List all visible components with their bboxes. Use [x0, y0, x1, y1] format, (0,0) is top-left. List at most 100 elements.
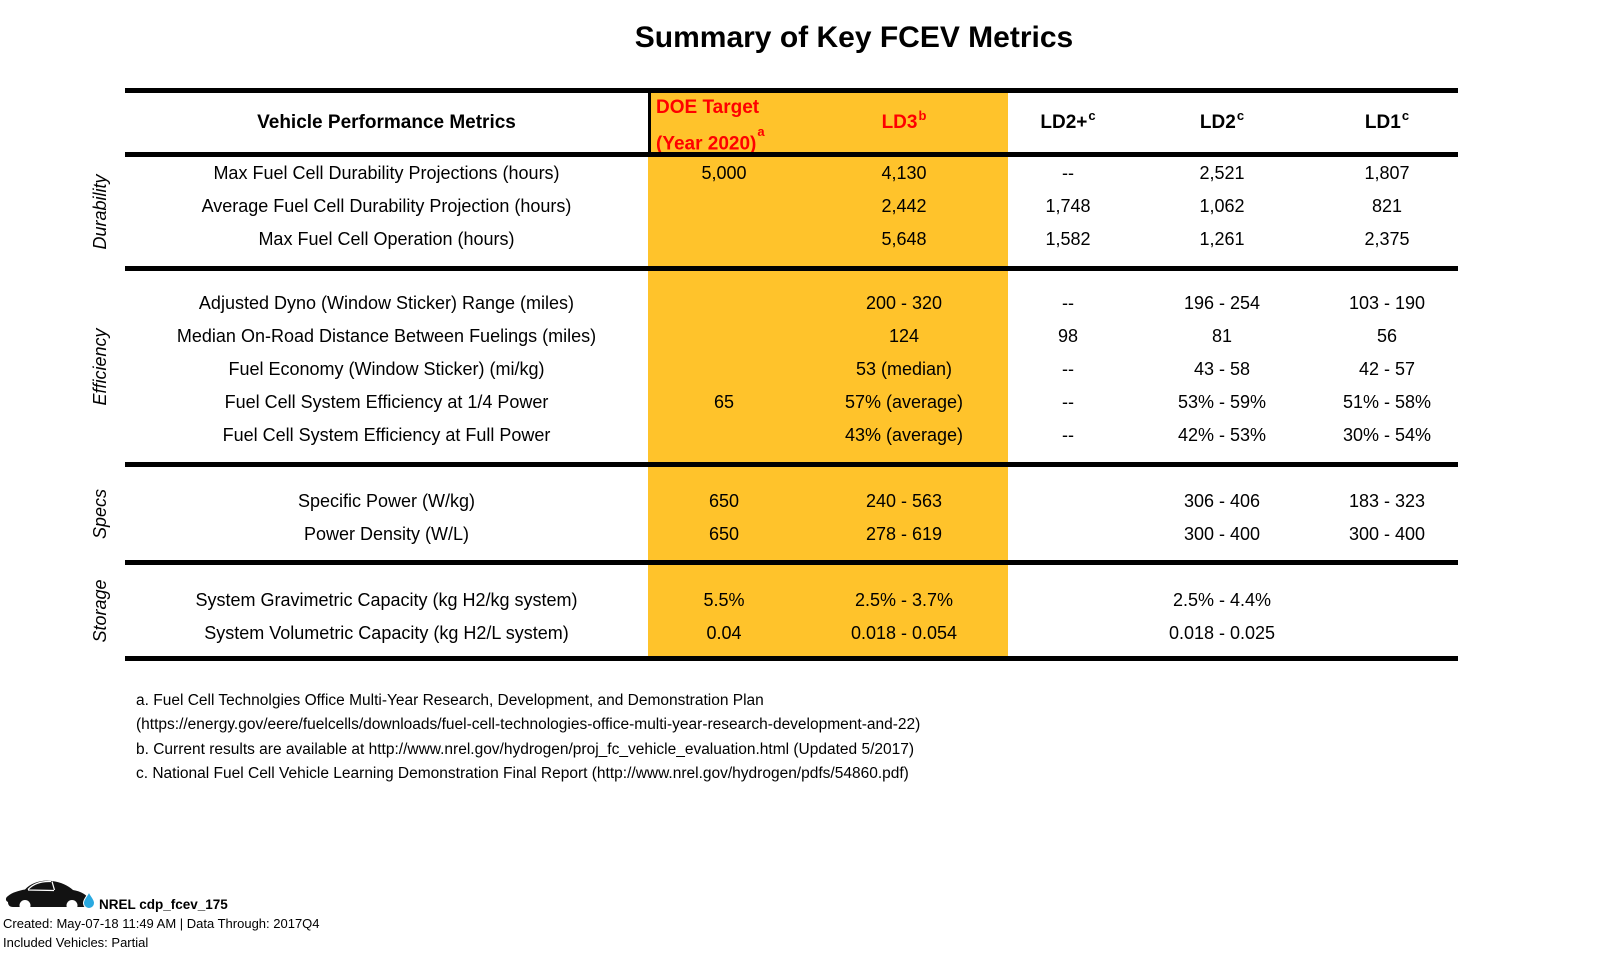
car-body: [5, 880, 90, 907]
metric-label: Adjusted Dyno (Window Sticker) Range (mi…: [198, 293, 575, 313]
cell-value: [648, 223, 800, 256]
cell-value: 4,130: [881, 163, 927, 183]
ld1-label: LD1: [1364, 111, 1401, 133]
doe-target-line2: (Year 2020): [656, 132, 757, 154]
cell-value: 2,442: [881, 196, 927, 216]
cell-value: 43% (average): [844, 425, 964, 445]
cell-value: 124: [888, 326, 920, 346]
metric-label: System Volumetric Capacity (kg H2/L syst…: [204, 623, 569, 643]
cell-value: 200 - 320: [865, 293, 943, 313]
table-row: Fuel Cell System Efficiency at Full Powe…: [125, 419, 1458, 452]
table-rule-header: [125, 152, 1458, 157]
cell-value: 0.018 - 0.054: [850, 623, 958, 643]
cell-value: --: [1062, 163, 1074, 183]
table-rule-top: [125, 88, 1458, 93]
footnote-ref-c: c: [1236, 108, 1245, 123]
section-specs: Specific Power (W/kg) 650 240 - 563 306 - 4…: [125, 467, 1458, 565]
cell-value: --: [1062, 293, 1074, 313]
cell-value: [648, 190, 800, 223]
cell-value: --: [1062, 392, 1074, 412]
cell-value: 650: [708, 491, 740, 511]
footnote-a: a. Fuel Cell Technolgies Office Multi-Ye…: [136, 692, 764, 709]
cell-value: 2.5% - 4.4%: [1172, 590, 1272, 610]
cell-value: 821: [1371, 196, 1403, 216]
table-row: Fuel Cell System Efficiency at 1/4 Power…: [125, 386, 1458, 419]
cell-value: 2,521: [1199, 163, 1245, 183]
cell-value: [1008, 485, 1128, 518]
metric-label: Max Fuel Cell Durability Projections (ho…: [213, 163, 560, 183]
metric-label: Fuel Cell System Efficiency at 1/4 Power: [224, 392, 549, 412]
cell-value: [1008, 617, 1128, 650]
cell-value: 43 - 58: [1193, 359, 1251, 379]
cell-value: 1,582: [1045, 229, 1091, 249]
footnote-ref-c: c: [1401, 108, 1410, 123]
cell-value: 53% - 59%: [1177, 392, 1267, 412]
page-title: Summary of Key FCEV Metrics: [634, 21, 1074, 54]
cell-value: 240 - 563: [865, 491, 943, 511]
column-header-ld1: LD1 c: [1316, 93, 1458, 152]
cell-value: 81: [1211, 326, 1233, 346]
cell-value: 300 - 400: [1348, 524, 1426, 544]
table-row: Adjusted Dyno (Window Sticker) Range (mi…: [125, 287, 1458, 320]
ld3-label: LD3: [881, 111, 918, 133]
fcev-car-icon: [5, 880, 96, 911]
cell-value: 1,748: [1045, 196, 1091, 216]
doe-target-line1: DOE Target: [656, 97, 760, 118]
table-row: Average Fuel Cell Durability Projection …: [125, 190, 1458, 223]
cell-value: 196 - 254: [1183, 293, 1261, 313]
cell-value: --: [1062, 425, 1074, 445]
section-durability: Max Fuel Cell Durability Projections (ho…: [125, 157, 1458, 271]
cell-value: 2,375: [1364, 229, 1410, 249]
footnote-b: b. Current results are available at http…: [136, 740, 915, 758]
cell-value: 65: [713, 392, 735, 412]
cell-value: 5.5%: [703, 590, 745, 610]
footnotes: a. Fuel Cell Technolgies Office Multi-Ye…: [136, 689, 920, 786]
cell-value: [648, 287, 800, 320]
column-header-ld2: LD2 c: [1128, 93, 1316, 152]
product-id: NREL cdp_fcev_175: [99, 897, 228, 912]
ld2-label: LD2: [1199, 111, 1236, 133]
table-header-row: Vehicle Performance Metrics DOE Target (…: [125, 93, 1458, 154]
cell-value: [1008, 584, 1128, 617]
section-label-storage: Storage: [89, 579, 110, 643]
column-header-ld3: LD3 b: [800, 93, 1008, 152]
cell-value: --: [1062, 359, 1074, 379]
cell-value: 2.5% - 3.7%: [854, 590, 954, 610]
metric-label: Median On-Road Distance Between Fuelings…: [176, 326, 597, 346]
cell-value: 278 - 619: [865, 524, 943, 544]
car-front-wheel: [19, 900, 31, 911]
car-rear-wheel: [66, 900, 78, 911]
included-vehicles: Included Vehicles: Partial: [3, 935, 149, 950]
cell-value: 42% - 53%: [1177, 425, 1267, 445]
metric-label: Fuel Cell System Efficiency at Full Powe…: [222, 425, 551, 445]
table-row: Max Fuel Cell Operation (hours) 5,648 1,58…: [125, 223, 1458, 256]
cell-value: [648, 320, 800, 353]
cell-value: 98: [1057, 326, 1079, 346]
cell-value: 53 (median): [855, 359, 953, 379]
footnote-ref-c: c: [1088, 108, 1096, 123]
cell-value: 300 - 400: [1183, 524, 1261, 544]
footnote-a-url: (https://energy.gov/eere/fuelcells/downl…: [136, 716, 921, 734]
cell-value: 57% (average): [844, 392, 964, 412]
table-row: Fuel Economy (Window Sticker) (mi/kg) 53 …: [125, 353, 1458, 386]
created-data-through: Created: May-07-18 11:49 AM | Data Throu…: [3, 916, 320, 931]
table-row: Max Fuel Cell Durability Projections (ho…: [125, 157, 1458, 190]
section-storage: System Gravimetric Capacity (kg H2/kg sy…: [125, 565, 1458, 661]
metric-label: Specific Power (W/kg): [297, 491, 476, 511]
table-row: System Gravimetric Capacity (kg H2/kg sy…: [125, 584, 1458, 617]
water-droplet-icon: [82, 890, 96, 909]
table-row: Power Density (W/L) 650 278 - 619 300 - 400…: [125, 518, 1458, 551]
metric-label: Max Fuel Cell Operation (hours): [258, 229, 515, 249]
table-body: Max Fuel Cell Durability Projections (ho…: [125, 157, 1458, 661]
cell-value: [648, 353, 800, 386]
metric-label: Average Fuel Cell Durability Projection …: [201, 196, 572, 216]
cell-value: 183 - 323: [1348, 491, 1426, 511]
car-window-seam: [27, 880, 56, 892]
section-label-durability: Durability: [89, 174, 110, 250]
metrics-table: Vehicle Performance Metrics DOE Target (…: [125, 88, 1458, 661]
cell-value: 5,000: [701, 163, 747, 183]
table-row: System Volumetric Capacity (kg H2/L syst…: [125, 617, 1458, 650]
column-header-doe-target: DOE Target (Year 2020)a: [648, 93, 800, 154]
metric-label: System Gravimetric Capacity (kg H2/kg sy…: [195, 590, 578, 610]
